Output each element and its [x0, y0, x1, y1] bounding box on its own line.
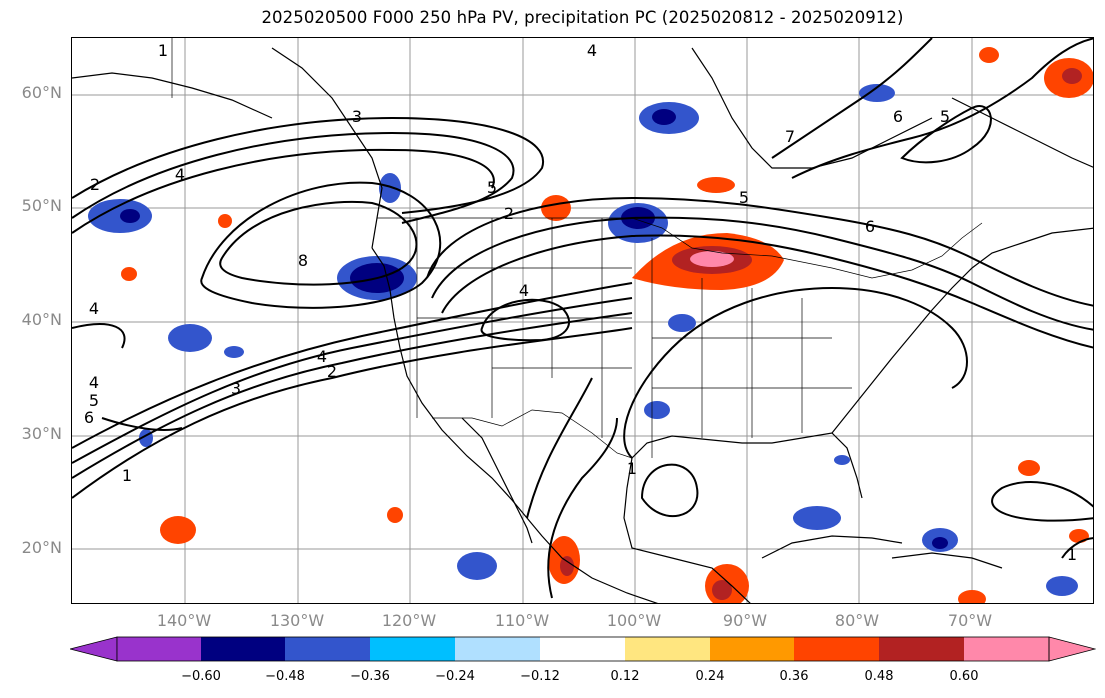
colorbar-segment [540, 637, 625, 661]
colorbar-tick-label: −0.12 [520, 669, 560, 684]
colorbar-over-triangle [1048, 636, 1096, 662]
colorbar-segment [455, 637, 540, 661]
contour-label-8: 8 [298, 251, 308, 270]
contour-label-4: 4 [89, 373, 99, 392]
map-canvas: 1 2 3 4 5 6 7 8 2 4 4 2 3 1 4 4 5 6 5 5 … [72, 38, 1093, 603]
colorbar-segment [879, 637, 964, 661]
precip-positive-blob [979, 47, 999, 63]
colorbar-segment [794, 637, 879, 661]
precip-negative-blob [834, 455, 850, 465]
contour-labels: 1 2 3 4 5 6 7 8 2 4 4 2 3 1 4 4 5 6 5 5 … [84, 41, 1077, 564]
precip-negative-blob [793, 506, 841, 530]
precip-positive-blob [697, 177, 735, 193]
colorbar-tick-label: 0.48 [864, 669, 894, 684]
lat-label-40n: 40°N [21, 310, 62, 329]
precip-positive-blob [1069, 529, 1089, 543]
colorbar-tick-label: −0.60 [181, 669, 221, 684]
precip-positive-blob [218, 214, 232, 228]
pv-contours [72, 38, 1093, 599]
precip-negative-blob [1046, 576, 1078, 596]
contour-label-7: 7 [785, 127, 795, 146]
contour-label-2: 2 [90, 175, 100, 194]
contour-label-1: 1 [158, 41, 168, 60]
contour-label-1: 1 [1067, 545, 1077, 564]
contour-label-1: 1 [627, 459, 637, 478]
precip-negative-blob [644, 401, 670, 419]
lon-label-100w: 100°W [606, 611, 662, 630]
political-borders [171, 38, 983, 459]
lon-label-120w: 120°W [381, 611, 437, 630]
precip-negative-blob [168, 324, 244, 358]
contour-label-6: 6 [865, 217, 875, 236]
colorbar-tick-label: −0.48 [265, 669, 305, 684]
coastlines [72, 47, 1093, 603]
colorbar-tick-label: 0.36 [779, 669, 809, 684]
lon-label-140w: 140°W [156, 611, 212, 630]
colorbar-segment [370, 637, 455, 661]
precip-positive-blob [121, 267, 137, 281]
contour-label-3: 3 [352, 107, 362, 126]
contour-label-4: 4 [519, 281, 529, 300]
precip-positive-blob [387, 507, 403, 523]
map-title: 2025020500 F000 250 hPa PV, precipitatio… [261, 8, 904, 27]
lon-label-130w: 130°W [269, 611, 325, 630]
contour-label-5: 5 [487, 178, 497, 197]
colorbar-tick-label: −0.24 [435, 669, 475, 684]
contour-label-2: 2 [504, 204, 514, 223]
contour-label-4: 4 [175, 165, 185, 184]
colorbar [70, 636, 1096, 662]
precip-negative-blob [379, 173, 401, 203]
colorbar-tick-label: −0.36 [350, 669, 390, 684]
precip-positive-blob [705, 564, 749, 603]
contour-label-2: 2 [327, 362, 337, 381]
lat-label-20n: 20°N [21, 538, 62, 557]
colorbar-segment [710, 637, 794, 661]
precip-negative-blob [668, 314, 696, 332]
lat-label-50n: 50°N [21, 196, 62, 215]
contour-label-4: 4 [89, 299, 99, 318]
contour-label-4: 4 [317, 347, 327, 366]
precip-negative-blob [88, 199, 152, 233]
precip-shading [88, 47, 1093, 603]
colorbar-segment [117, 637, 201, 661]
contour-label-6: 6 [893, 107, 903, 126]
colorbar-segment [201, 637, 285, 661]
precip-negative-blob [859, 84, 895, 102]
contour-label-1: 1 [122, 466, 132, 485]
colorbar-tick-label: 0.24 [695, 669, 725, 684]
precip-negative-blob [922, 528, 958, 552]
precip-positive-blob [160, 516, 196, 544]
colorbar-segment [964, 637, 1049, 661]
colorbar-under-triangle [70, 636, 118, 662]
lat-label-30n: 30°N [21, 424, 62, 443]
lon-label-110w: 110°W [494, 611, 550, 630]
lat-label-60n: 60°N [21, 83, 62, 102]
precip-positive-blob [632, 233, 784, 290]
precip-positive-blob [1018, 460, 1040, 476]
contour-label-4: 4 [587, 41, 597, 60]
precip-positive-blob [958, 590, 986, 603]
precip-negative-blob [639, 102, 699, 134]
contour-label-5: 5 [89, 391, 99, 410]
lon-label-70w: 70°W [947, 611, 993, 630]
colorbar-segment [285, 637, 370, 661]
graticule [72, 38, 1093, 603]
colorbar-tick-label: 0.60 [949, 669, 979, 684]
precip-positive-blob [541, 195, 571, 221]
contour-label-6: 6 [84, 408, 94, 427]
colorbar-tick-label: 0.12 [610, 669, 640, 684]
map-panel: 1 2 3 4 5 6 7 8 2 4 4 2 3 1 4 4 5 6 5 5 … [71, 37, 1094, 604]
contour-label-3: 3 [231, 379, 241, 398]
colorbar-segment [625, 637, 710, 661]
precip-negative-blob [457, 552, 497, 580]
contour-label-5: 5 [739, 188, 749, 207]
precip-positive-blob [1044, 58, 1093, 98]
contour-label-5: 5 [940, 107, 950, 126]
lon-label-80w: 80°W [834, 611, 880, 630]
lon-label-90w: 90°W [722, 611, 768, 630]
